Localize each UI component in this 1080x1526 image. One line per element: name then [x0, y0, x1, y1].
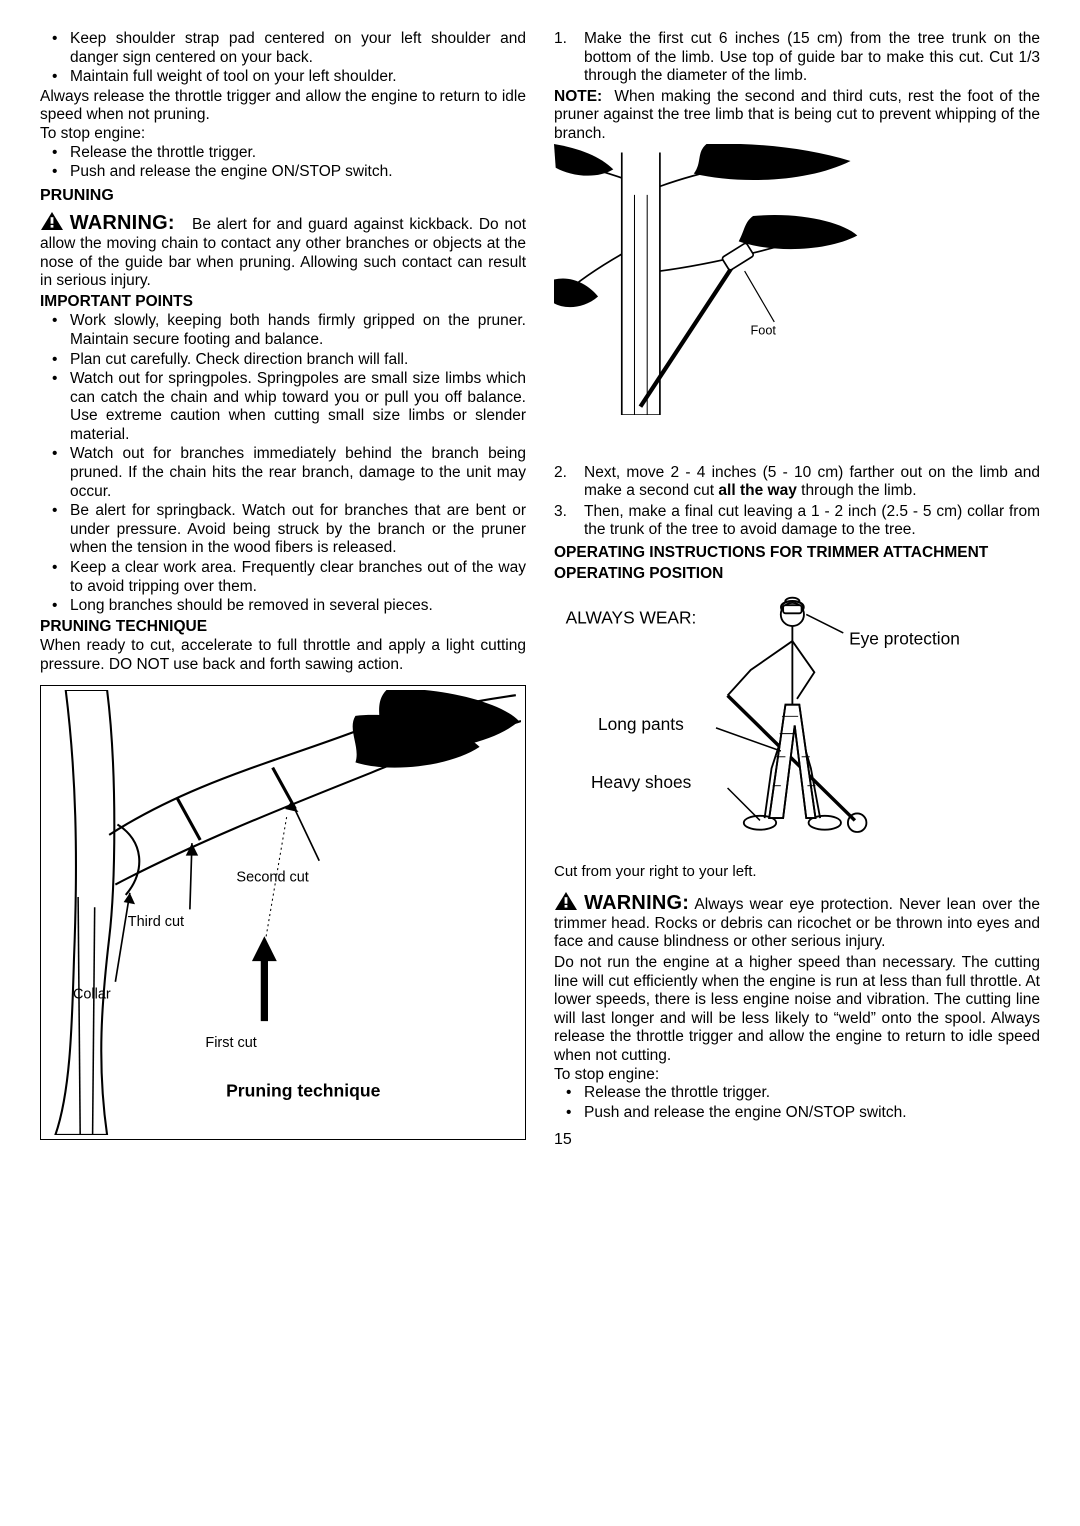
warning-triangle-icon: [40, 211, 64, 231]
note-block: NOTE: When making the second and third c…: [554, 88, 1040, 144]
stop-bullets: Release the throttle trigger. Push and r…: [554, 1084, 1040, 1122]
stop-bullets: Release the throttle trigger. Push and r…: [40, 144, 526, 182]
body-text: Always release the throttle trigger and …: [40, 88, 526, 125]
list-item: Plan cut carefully. Check direction bran…: [56, 351, 526, 370]
warning-triangle-icon: [554, 891, 578, 911]
right-column: 1.Make the first cut 6 inches (15 cm) fr…: [554, 30, 1040, 1150]
figure-caption: Pruning technique: [226, 1080, 381, 1100]
list-item: Work slowly, keeping both hands firmly g…: [56, 312, 526, 349]
pruning-technique-figure: Second cut Third cut Collar First cut Pr…: [40, 685, 526, 1140]
list-item: 1.Make the first cut 6 inches (15 cm) fr…: [554, 30, 1040, 86]
figure-label: ALWAYS WEAR:: [566, 608, 697, 628]
figure-caption: Cut from your right to your left.: [554, 863, 1040, 881]
figure-label: Collar: [73, 986, 111, 1002]
section-heading: PRUNING TECHNIQUE: [40, 618, 526, 637]
body-text: When ready to cut, accelerate to full th…: [40, 637, 526, 674]
figure-label: Eye protection: [849, 629, 960, 649]
figure-label: Foot: [751, 323, 777, 337]
list-item: Release the throttle trigger.: [570, 1084, 1040, 1103]
step-list-2: 2.Next, move 2 - 4 inches (5 - 10 cm) fa…: [554, 464, 1040, 540]
list-item: Watch out for springpoles. Springpoles a…: [56, 370, 526, 444]
list-item: 3.Then, make a final cut leaving a 1 - 2…: [554, 503, 1040, 540]
figure-label: First cut: [205, 1035, 256, 1051]
list-item: Push and release the engine ON/STOP swit…: [56, 163, 526, 182]
figure-label: Second cut: [236, 869, 308, 885]
figure-label: Heavy shoes: [591, 772, 692, 792]
important-bullets: Work slowly, keeping both hands firmly g…: [40, 312, 526, 616]
list-item: Watch out for branches immediately behin…: [56, 445, 526, 501]
page-root: Keep shoulder strap pad centered on your…: [40, 30, 1040, 1150]
section-heading: OPERATING INSTRUCTIONS FOR TRIMMER ATTAC…: [554, 544, 1040, 563]
section-heading: PRUNING: [40, 186, 526, 205]
step-list-1: 1.Make the first cut 6 inches (15 cm) fr…: [554, 30, 1040, 86]
foot-figure: Foot: [554, 144, 1040, 454]
list-item: 2.Next, move 2 - 4 inches (5 - 10 cm) fa…: [554, 464, 1040, 501]
page-number: 15: [554, 1130, 1040, 1149]
body-text: Do not run the engine at a higher speed …: [554, 954, 1040, 1066]
operating-position-figure: ALWAYS WEAR:: [554, 589, 1040, 881]
list-item: Keep a clear work area. Frequently clear…: [56, 559, 526, 596]
warning-block: WARNING: Be alert for and guard against …: [40, 211, 526, 291]
note-label: NOTE:: [554, 88, 602, 105]
section-heading: OPERATING POSITION: [554, 565, 1040, 584]
body-text: To stop engine:: [554, 1066, 1040, 1085]
note-body: When making the second and third cuts, r…: [554, 88, 1040, 142]
list-item: Be alert for springback. Watch out for b…: [56, 502, 526, 558]
intro-bullets: Keep shoulder strap pad centered on your…: [40, 30, 526, 87]
body-text: To stop engine:: [40, 125, 526, 144]
left-column: Keep shoulder strap pad centered on your…: [40, 30, 526, 1150]
list-item: Release the throttle trigger.: [56, 144, 526, 163]
figure-label: Long pants: [598, 714, 684, 734]
section-heading: IMPORTANT POINTS: [40, 293, 526, 312]
figure-label: Third cut: [128, 914, 184, 930]
list-item: Long branches should be removed in sever…: [56, 597, 526, 616]
list-item: Maintain full weight of tool on your lef…: [56, 68, 526, 87]
warning-label: WARNING:: [584, 892, 689, 914]
list-item: Keep shoulder strap pad centered on your…: [56, 30, 526, 67]
warning-block: WARNING: Always wear eye protection. Nev…: [554, 891, 1040, 952]
list-item: Push and release the engine ON/STOP swit…: [570, 1104, 1040, 1123]
warning-label: WARNING:: [70, 212, 175, 234]
